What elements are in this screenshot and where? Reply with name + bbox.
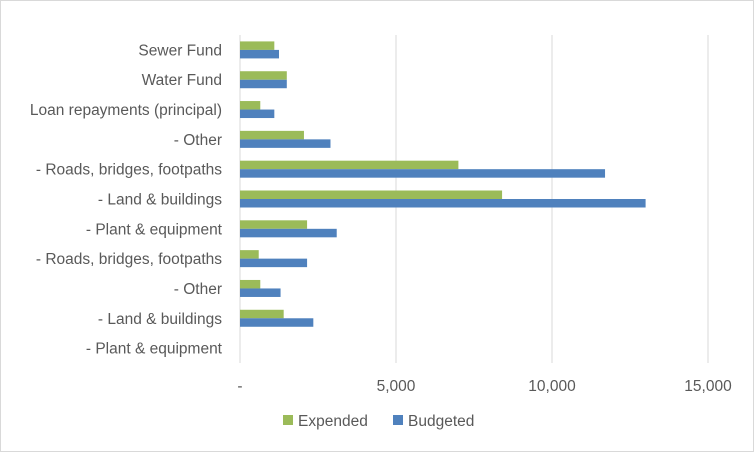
budgeted-bar bbox=[240, 199, 646, 208]
x-tick-label: 15,000 bbox=[684, 378, 732, 395]
legend-swatch bbox=[283, 415, 293, 425]
category-label: - Plant & equipment bbox=[86, 341, 223, 358]
budgeted-bar bbox=[240, 49, 279, 59]
expended-bar bbox=[240, 71, 287, 80]
expended-bar bbox=[240, 41, 275, 50]
budgeted-bar bbox=[240, 258, 308, 268]
expended-bar bbox=[240, 190, 503, 199]
expended-bar bbox=[240, 130, 304, 140]
x-tick-label: 5,000 bbox=[377, 378, 416, 395]
expended-bar bbox=[240, 250, 259, 259]
legend: Expended Budgeted bbox=[283, 413, 474, 430]
x-tick-label: - bbox=[237, 378, 242, 395]
budgeted-bar bbox=[240, 109, 275, 119]
x-tick-label: 10,000 bbox=[528, 378, 576, 395]
legend-label: Expended bbox=[298, 413, 368, 430]
category-label: Sewer Fund bbox=[138, 42, 222, 59]
value-axis-labels: - 5,000 10,000 15,000 bbox=[237, 378, 732, 395]
expended-bar bbox=[240, 309, 284, 319]
expended-bar bbox=[240, 160, 459, 170]
budgeted-bar bbox=[240, 139, 331, 148]
expended-bar bbox=[240, 279, 261, 289]
category-label: - Other bbox=[174, 281, 222, 298]
category-label: - Plant & equipment bbox=[86, 221, 223, 238]
legend-swatch bbox=[393, 415, 403, 425]
budgeted-bar bbox=[240, 288, 281, 297]
budgeted-bar bbox=[240, 169, 606, 178]
bars bbox=[240, 41, 646, 327]
category-label: - Land & buildings bbox=[98, 192, 222, 209]
budgeted-bar bbox=[240, 228, 337, 238]
category-label: - Roads, bridges, footpaths bbox=[36, 162, 222, 179]
budgeted-bar bbox=[240, 79, 287, 89]
category-label: - Land & buildings bbox=[98, 311, 222, 328]
expended-bar bbox=[240, 220, 308, 229]
expended-bar bbox=[240, 101, 261, 110]
category-label: - Roads, bridges, footpaths bbox=[36, 251, 222, 268]
category-labels: Sewer Fund Water Fund Loan repayments (pri… bbox=[30, 42, 223, 357]
legend-label: Budgeted bbox=[408, 413, 474, 430]
category-label: - Other bbox=[174, 132, 222, 149]
budgeted-bar bbox=[240, 318, 314, 327]
category-label: Loan repayments (principal) bbox=[30, 102, 222, 119]
category-label: Water Fund bbox=[142, 72, 222, 89]
